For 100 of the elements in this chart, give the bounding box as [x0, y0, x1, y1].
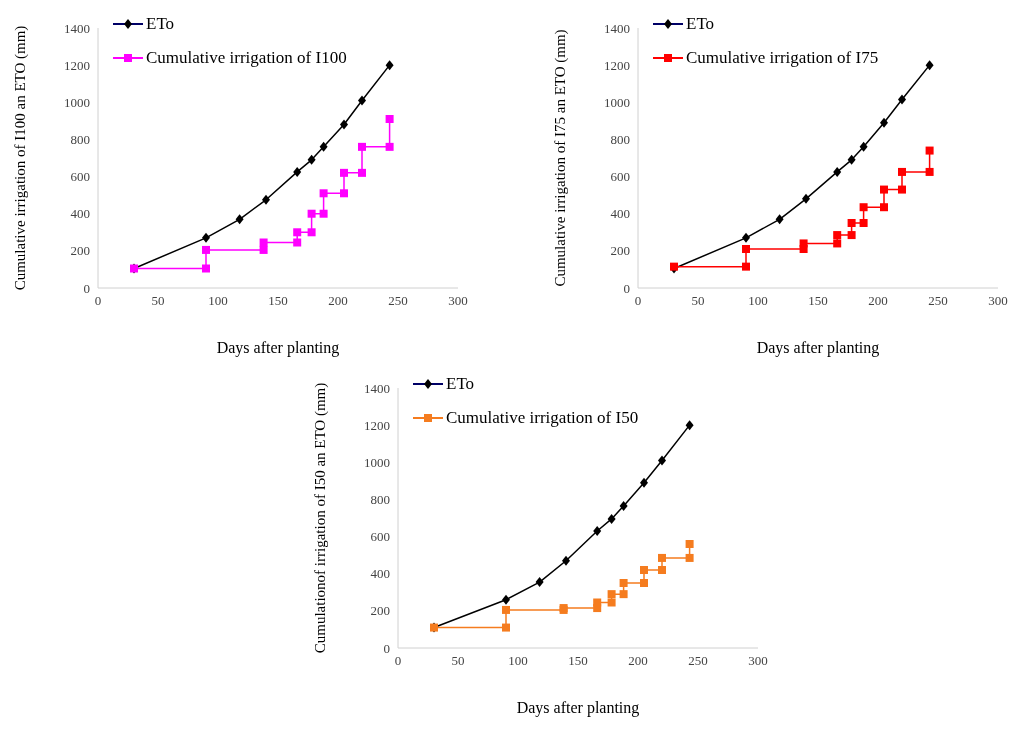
x-tick-label: 300 [988, 293, 1008, 309]
y-tick-label: 800 [70, 132, 90, 148]
y-tick-label: 800 [610, 132, 630, 148]
y-axis-title: Cumulationof irrigation of I50 an ETO (mm) [312, 382, 330, 654]
y-tick-label: 1000 [64, 94, 90, 110]
y-tick-label: 200 [370, 603, 390, 619]
point [319, 141, 328, 152]
point [640, 477, 648, 488]
point [307, 228, 316, 237]
point [847, 219, 856, 227]
point [202, 264, 210, 273]
point [293, 228, 302, 237]
point [385, 142, 394, 151]
y-tick-label: 400 [370, 566, 390, 582]
point [833, 166, 842, 177]
point [833, 231, 842, 240]
point [202, 245, 210, 254]
y-tick-label: 800 [370, 492, 390, 508]
x-tick-label: 100 [508, 653, 528, 669]
point [925, 167, 934, 176]
point [658, 566, 666, 574]
point [859, 141, 868, 152]
x-axis-title: Days after planting [516, 699, 640, 717]
y-tick-label: 0 [83, 280, 90, 296]
point [742, 262, 750, 271]
point [593, 598, 602, 607]
point [802, 193, 810, 204]
x-tick-label: 250 [688, 653, 708, 669]
legend-label: ETo [146, 14, 175, 34]
legend-label: ETo [686, 14, 715, 34]
y-axis-title: Cumulative irrigation of I75 an ETO (mm) [552, 29, 570, 287]
x-tick-label: 150 [268, 293, 288, 309]
point [859, 219, 868, 227]
x-tick-label: 50 [691, 293, 705, 309]
point [799, 239, 808, 248]
y-tick-label: 600 [610, 169, 630, 185]
point [340, 189, 348, 198]
x-tick-label: 200 [628, 653, 648, 669]
point [340, 119, 348, 130]
legend-label: Cumulative irrigation of I50 [446, 408, 639, 428]
point [619, 590, 628, 599]
point [385, 115, 394, 123]
y-tick-label: 1000 [604, 94, 630, 110]
point [259, 238, 268, 247]
point [742, 232, 750, 243]
y-tick-label: 600 [370, 529, 390, 545]
point [358, 142, 366, 151]
y-tick-label: 1200 [364, 417, 390, 433]
x-tick-label: 250 [388, 293, 408, 309]
y-tick-label: 1000 [364, 454, 390, 470]
point [358, 168, 366, 177]
x-tick-label: 50 [451, 653, 465, 669]
point [640, 566, 648, 574]
point [775, 214, 784, 225]
point [640, 579, 648, 587]
x-axis-title: Days after planting [756, 339, 880, 357]
point [340, 168, 348, 177]
point [562, 555, 570, 566]
y-tick-label: 200 [70, 243, 90, 259]
point [502, 623, 510, 632]
y-tick-label: 1200 [64, 57, 90, 73]
point [293, 238, 302, 247]
point [385, 60, 394, 71]
point [607, 590, 616, 599]
x-tick-label: 0 [394, 653, 402, 669]
point [685, 540, 694, 548]
point [925, 146, 934, 155]
point [502, 605, 510, 614]
point [925, 60, 934, 71]
y-tick-label: 600 [70, 169, 90, 185]
point [319, 209, 328, 218]
y-tick-label: 0 [623, 280, 630, 296]
legend-label: Cumulative irrigation of I100 [146, 48, 347, 68]
point [742, 245, 750, 253]
point [307, 154, 316, 165]
point [847, 231, 856, 240]
x-tick-label: 100 [748, 293, 768, 309]
x-tick-label: 0 [94, 293, 102, 309]
point [880, 117, 888, 128]
x-tick-label: 250 [928, 293, 948, 309]
point [619, 579, 628, 587]
x-tick-label: 200 [868, 293, 888, 309]
point [535, 577, 544, 588]
y-axis-title: Cumulative irrigation of I100 an ETO (mm) [12, 25, 30, 291]
point [202, 232, 210, 243]
x-axis-title: Days after planting [216, 339, 340, 357]
x-tick-label: 200 [328, 293, 348, 309]
point [898, 94, 906, 105]
point [833, 239, 842, 248]
y-tick-label: 200 [610, 243, 630, 259]
point [658, 553, 666, 562]
point [262, 194, 270, 205]
point [859, 203, 868, 212]
point [593, 526, 602, 536]
x-tick-label: 300 [748, 653, 768, 669]
point [898, 167, 906, 176]
point [685, 553, 694, 562]
x-tick-label: 50 [151, 293, 165, 309]
x-tick-label: 150 [568, 653, 588, 669]
point [235, 214, 244, 225]
